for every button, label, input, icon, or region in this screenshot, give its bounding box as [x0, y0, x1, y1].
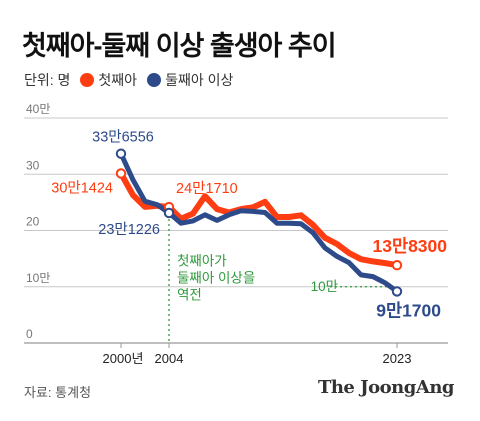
- label-first-2004: 24만1710: [176, 180, 238, 197]
- x-axis-ticks: 2000년 2004 2023: [103, 343, 412, 366]
- y-tick-label: 10만: [26, 271, 50, 285]
- crossover-note-line: 첫째아가: [177, 253, 227, 268]
- legend-item-first: 첫째아: [80, 70, 137, 90]
- legend: 단위: 명 첫째아 둘째아 이상: [24, 70, 233, 90]
- label-first-2000: 30만1424: [51, 179, 113, 196]
- data-point-second: [391, 286, 403, 297]
- x-tick-label: 2000년: [103, 351, 144, 366]
- crossover-note-line: 둘째아 이상을: [177, 270, 255, 285]
- label-second-2000: 33만6556: [92, 129, 154, 146]
- x-tick-label: 2004: [155, 351, 184, 366]
- legend-dot-second: [147, 73, 162, 87]
- series-line-first: [118, 170, 400, 269]
- data-point-second: [115, 148, 127, 159]
- x-tick-label: 2023: [383, 351, 412, 366]
- chart-title: 첫째아-둘째 이상 출생아 추이: [22, 31, 337, 61]
- legend-label-first: 첫째아: [98, 72, 138, 88]
- data-point-second: [163, 207, 175, 219]
- unit-label: 단위: 명: [24, 72, 71, 88]
- data-point-first: [115, 168, 127, 179]
- label-second-2004: 23만1226: [98, 221, 160, 238]
- y-tick-label: 0: [26, 327, 33, 341]
- data-point-first: [391, 260, 403, 271]
- grid-lines: [24, 117, 448, 344]
- y-axis-ticks: 40만 30 20 10만 0: [26, 102, 50, 341]
- legend-item-second: 둘째아 이상: [147, 70, 233, 90]
- legend-label-second: 둘째아 이상: [165, 72, 234, 88]
- label-first-2023: 13만8300: [373, 236, 448, 256]
- data-labels: 33만6556 30만1424 24만1710 23만1226 13만8300 9만170…: [51, 129, 447, 321]
- brand-logo: The JoongAng: [317, 377, 455, 398]
- y-tick-label: 20: [26, 215, 40, 229]
- y-tick-label: 30: [26, 158, 40, 172]
- crossover-note-line: 역전: [177, 287, 202, 302]
- label-ref-10man: 10만: [311, 279, 338, 294]
- y-tick-label: 40만: [26, 102, 50, 116]
- source-note: 자료: 통계청: [24, 385, 92, 400]
- annotation-lines: [168, 218, 391, 343]
- legend-dot-first: [80, 73, 95, 87]
- label-second-2023: 9만1700: [376, 300, 441, 320]
- series-lines: [115, 148, 403, 297]
